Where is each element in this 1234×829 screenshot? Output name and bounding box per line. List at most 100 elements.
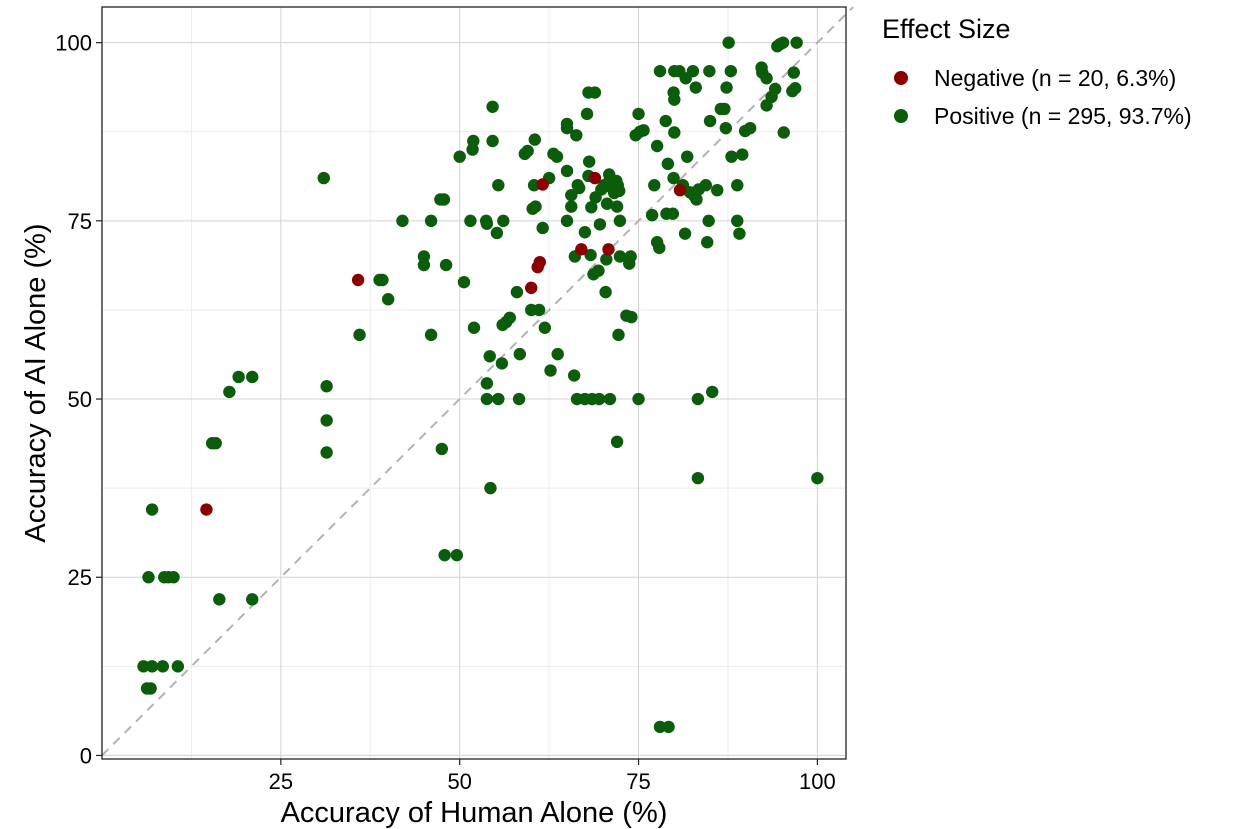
positive-point xyxy=(320,446,333,459)
positive-point xyxy=(690,193,703,206)
positive-point xyxy=(486,100,499,113)
positive-point xyxy=(768,82,782,96)
negative-dot-icon xyxy=(894,71,908,85)
positive-point xyxy=(731,178,744,192)
positive-point xyxy=(790,36,803,49)
positive-point xyxy=(560,164,574,178)
positive-point xyxy=(376,273,389,287)
positive-point xyxy=(584,248,597,262)
positive-point xyxy=(718,102,731,116)
y-tick-label: 75 xyxy=(68,209,92,234)
positive-point xyxy=(724,64,738,78)
positive-point xyxy=(680,150,694,163)
positive-dot-icon xyxy=(894,109,908,123)
positive-point xyxy=(435,442,449,456)
positive-point xyxy=(492,178,505,192)
y-tick-label: 25 xyxy=(68,565,92,590)
legend-item-positive: Positive (n = 295, 93.7%) xyxy=(882,97,1227,135)
positive-point xyxy=(811,471,824,485)
positive-point xyxy=(703,114,717,128)
positive-point xyxy=(551,347,564,361)
positive-point xyxy=(659,114,672,128)
positive-point xyxy=(625,310,638,324)
x-axis-title: Accuracy of Human Alone (%) xyxy=(281,797,668,829)
y-tick-label: 100 xyxy=(55,31,92,56)
positive-point xyxy=(381,293,395,306)
positive-point xyxy=(521,144,534,158)
positive-point xyxy=(317,171,330,185)
positive-point xyxy=(661,157,675,171)
positive-point xyxy=(437,193,451,206)
positive-point xyxy=(613,184,626,198)
negative-point xyxy=(200,503,213,516)
positive-point xyxy=(497,214,510,228)
positive-point xyxy=(396,214,409,228)
positive-point xyxy=(495,357,509,370)
positive-point xyxy=(691,392,705,406)
y-axis-title: Accuracy of AI Alone (%) xyxy=(20,223,52,542)
positive-point xyxy=(565,200,578,213)
positive-point xyxy=(417,258,431,272)
legend-item-negative: Negative (n = 20, 6.3%) xyxy=(882,59,1227,97)
positive-point xyxy=(736,148,749,161)
legend-label-positive: Positive (n = 295, 93.7%) xyxy=(934,102,1192,129)
positive-point xyxy=(632,392,645,406)
positive-point xyxy=(450,548,464,562)
positive-point xyxy=(464,214,477,228)
x-tick-label: 100 xyxy=(799,769,836,794)
positive-point xyxy=(492,392,505,406)
negative-point xyxy=(351,273,365,287)
positive-point xyxy=(439,258,453,272)
positive-point xyxy=(612,328,625,342)
positive-point xyxy=(613,214,627,228)
positive-point xyxy=(585,201,598,214)
negative-point xyxy=(575,243,588,256)
positive-point xyxy=(689,81,702,94)
positive-point xyxy=(484,481,497,495)
positive-point xyxy=(513,347,526,361)
x-tick-label: 50 xyxy=(447,769,471,794)
positive-point xyxy=(353,328,366,342)
positive-point xyxy=(678,227,692,240)
positive-point xyxy=(156,660,170,673)
positive-point xyxy=(480,392,494,406)
positive-point xyxy=(145,660,159,673)
positive-point xyxy=(719,121,733,135)
positive-point xyxy=(610,435,624,449)
positive-point xyxy=(711,183,724,197)
positive-point xyxy=(600,197,614,210)
positive-point xyxy=(578,226,592,239)
data-points xyxy=(137,36,824,734)
positive-point xyxy=(570,129,583,142)
legend-title: Effect Size xyxy=(882,14,1011,44)
plot-border xyxy=(101,6,847,760)
positive-point xyxy=(486,134,499,148)
positive-point xyxy=(171,660,185,673)
positive-point xyxy=(686,64,700,78)
positive-point xyxy=(662,720,675,734)
positive-point xyxy=(588,86,602,99)
positive-point xyxy=(624,250,637,263)
positive-point xyxy=(209,437,222,450)
negative-point xyxy=(536,178,549,191)
positive-point xyxy=(223,385,236,399)
positive-point xyxy=(653,64,667,78)
legend-label-negative: Negative (n = 20, 6.3%) xyxy=(934,64,1177,91)
positive-point xyxy=(731,214,744,228)
negative-point xyxy=(533,255,547,269)
y-tick-label: 0 xyxy=(80,743,92,768)
positive-point xyxy=(567,369,581,382)
positive-point xyxy=(582,155,596,168)
positive-point xyxy=(438,548,451,562)
negative-point xyxy=(588,171,602,185)
positive-point xyxy=(666,207,680,220)
positive-point xyxy=(320,414,333,427)
y-tick-label: 50 xyxy=(68,387,92,412)
positive-point xyxy=(532,303,546,317)
positive-point xyxy=(246,370,259,384)
positive-point xyxy=(572,181,586,195)
positive-point xyxy=(592,264,605,277)
axis-ticks: 25 50 75 100 0 25 50 75 100 xyxy=(55,31,835,794)
positive-point xyxy=(603,392,617,406)
